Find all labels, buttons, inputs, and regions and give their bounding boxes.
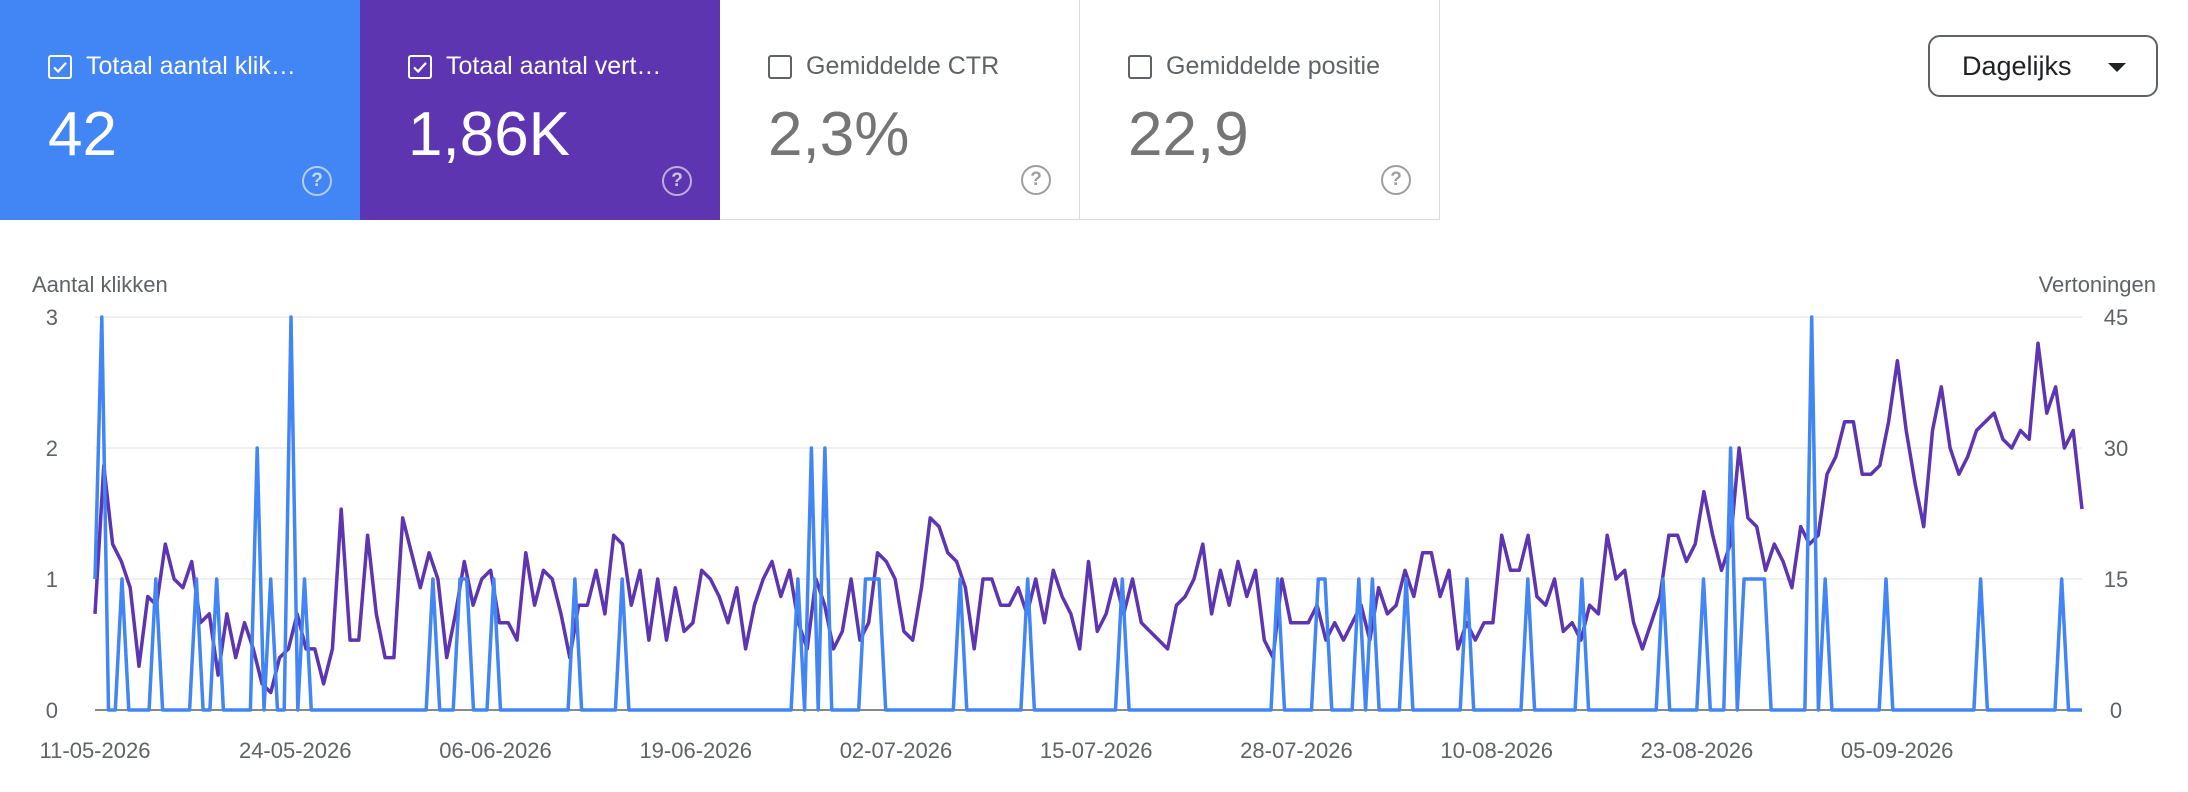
ctr-card-label: Gemiddelde CTR <box>806 52 1000 80</box>
x-tick-label: 24-05-2026 <box>239 738 352 763</box>
caret-down-icon <box>2108 63 2126 72</box>
x-tick-label: 02-07-2026 <box>840 738 953 763</box>
right-tick-label: 0 <box>2110 698 2122 723</box>
left-axis-ticks: 0 1 2 3 <box>46 305 58 723</box>
checkbox-unchecked-icon[interactable] <box>768 54 792 79</box>
x-tick-label: 23-08-2026 <box>1641 738 1754 763</box>
clicks-series-line <box>93 315 2082 712</box>
clicks-card-value: 42 <box>48 100 117 169</box>
right-axis-ticks: 0 15 30 45 <box>2104 305 2128 723</box>
position-card-label: Gemiddelde positie <box>1166 52 1381 80</box>
ctr-card[interactable]: Gemiddelde CTR 2,3% ? <box>720 0 1080 220</box>
right-axis-label: Vertoningen <box>2039 272 2156 297</box>
x-tick-label: 15-07-2026 <box>1040 738 1153 763</box>
impressions-card-label: Totaal aantal vert… <box>446 52 662 80</box>
checkbox-checked-icon[interactable] <box>408 54 432 79</box>
metric-cards: Totaal aantal klik… 42 ? Totaal aantal v… <box>0 0 1440 220</box>
position-card-header: Gemiddelde positie <box>1128 52 1380 81</box>
impressions-card-value: 1,86K <box>408 100 571 169</box>
left-tick-label: 2 <box>46 436 58 461</box>
x-axis-ticks: 11-05-2026 24-05-2026 06-06-2026 19-06-2026… <box>40 738 1954 763</box>
chart-series <box>93 315 2084 712</box>
position-card[interactable]: Gemiddelde positie 22,9 ? <box>1080 0 1440 220</box>
help-icon[interactable]: ? <box>1381 165 1411 195</box>
x-tick-label: 11-05-2026 <box>40 738 151 763</box>
left-tick-label: 0 <box>46 698 58 723</box>
left-tick-label: 1 <box>46 567 58 592</box>
x-tick-label: 28-07-2026 <box>1240 738 1353 763</box>
impressions-card-header: Totaal aantal vert… <box>408 52 661 81</box>
clicks-card-header: Totaal aantal klik… <box>48 52 296 81</box>
impressions-card[interactable]: Totaal aantal vert… 1,86K ? <box>360 0 720 220</box>
left-axis-label: Aantal klikken <box>32 272 168 297</box>
x-tick-label: 05-09-2026 <box>1841 738 1954 763</box>
help-icon[interactable]: ? <box>662 166 692 196</box>
granularity-dropdown[interactable]: Dagelijks <box>1928 35 2158 97</box>
right-tick-label: 45 <box>2104 305 2128 330</box>
x-tick-label: 10-08-2026 <box>1440 738 1553 763</box>
position-card-value: 22,9 <box>1128 100 1249 169</box>
help-icon[interactable]: ? <box>1021 165 1051 195</box>
x-tick-label: 19-06-2026 <box>639 738 752 763</box>
granularity-dropdown-label: Dagelijks <box>1962 50 2072 81</box>
x-tick-label: 06-06-2026 <box>439 738 552 763</box>
right-tick-label: 15 <box>2104 567 2128 592</box>
ctr-card-header: Gemiddelde CTR <box>768 52 999 81</box>
clicks-card[interactable]: Totaal aantal klik… 42 ? <box>0 0 360 220</box>
checkbox-unchecked-icon[interactable] <box>1128 54 1152 79</box>
right-tick-label: 30 <box>2104 436 2128 461</box>
clicks-card-label: Totaal aantal klik… <box>86 52 296 80</box>
left-tick-label: 3 <box>46 305 58 330</box>
impressions-series-line <box>93 341 2084 695</box>
checkbox-checked-icon[interactable] <box>48 54 72 79</box>
help-icon[interactable]: ? <box>302 166 332 196</box>
ctr-card-value: 2,3% <box>768 100 910 169</box>
